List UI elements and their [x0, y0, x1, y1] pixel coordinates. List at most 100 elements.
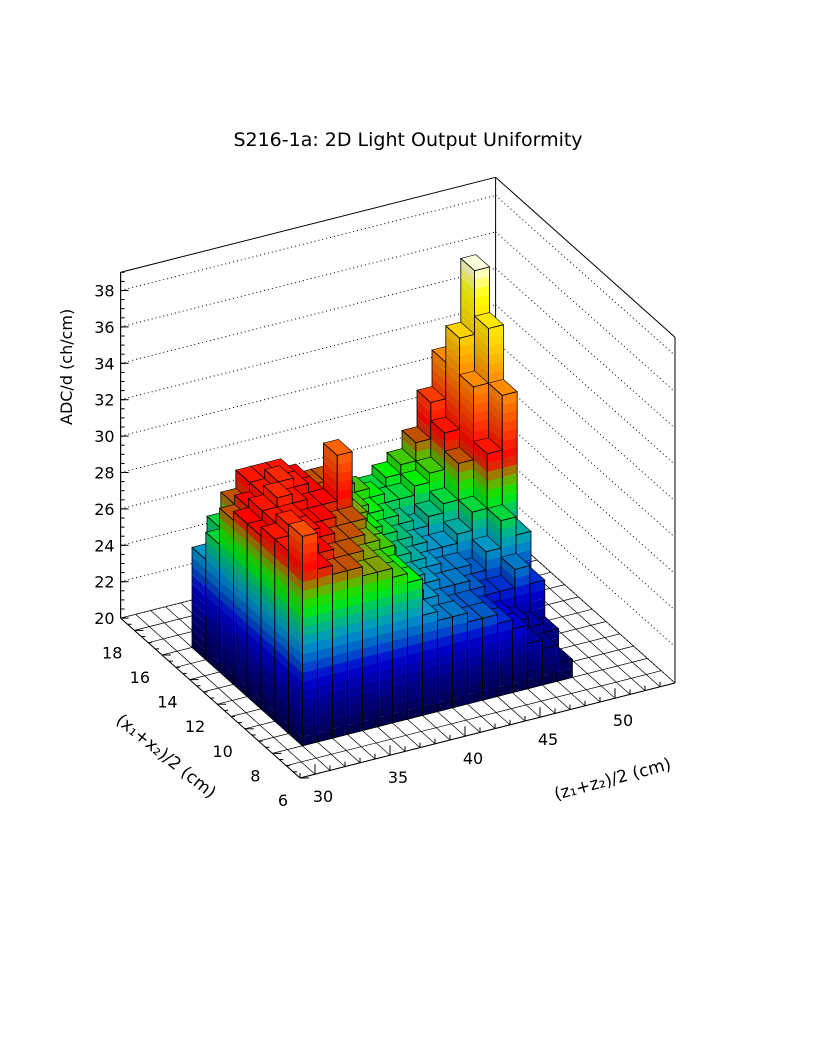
bar-face-side [387, 452, 401, 474]
bar-face-side [443, 521, 458, 544]
bar-face-front [422, 666, 438, 679]
bar-face-front [472, 517, 488, 531]
bar-face-front [512, 661, 528, 675]
bar-face-front [392, 673, 408, 687]
bar-face-front [407, 642, 423, 656]
bar-face-side [192, 583, 206, 606]
bar-face-front [362, 608, 378, 622]
z-tick-label: 32 [94, 391, 114, 410]
bar-face-side [472, 548, 486, 570]
bar-face-front [501, 535, 516, 548]
bar-face-side [247, 623, 261, 646]
bar-face-side [444, 478, 459, 500]
bar-face-side [402, 430, 416, 452]
bar-face-side [488, 401, 503, 423]
bar-face-front [377, 604, 393, 618]
bar-face-side [288, 569, 303, 592]
bar-face-side [261, 681, 275, 703]
bar-face-front [414, 491, 430, 505]
bar-face-side [487, 517, 501, 539]
bar-face-side [430, 438, 445, 461]
bar-face-side [429, 491, 444, 513]
bar-face-side [400, 473, 415, 496]
bar-face-side [205, 605, 220, 627]
bar-face-side [261, 699, 275, 722]
bar-face-side [474, 325, 489, 347]
bar-face-front [497, 674, 513, 688]
bar-face-front [467, 654, 483, 668]
bar-face-front [317, 656, 333, 670]
bar-face-front [407, 597, 423, 610]
bar-face-side [247, 578, 261, 600]
bar-face-side [459, 401, 474, 424]
bar-face-front [332, 707, 348, 720]
bar-face-front [377, 586, 393, 600]
bar-face-side [288, 697, 303, 719]
bar-face-side [459, 411, 474, 433]
bar-face-side [233, 657, 248, 679]
bar-face-front [467, 663, 483, 677]
bar-face-side [261, 663, 275, 685]
bar-face-front [302, 550, 318, 564]
bar-face-front [392, 628, 408, 642]
z-tick-label: 22 [94, 573, 114, 592]
bar-face-side [261, 563, 275, 585]
bar-face-front [377, 632, 393, 645]
bar-face-side [274, 684, 289, 707]
bar-face-side [233, 602, 248, 624]
bar-face-front [302, 605, 318, 619]
bar-face-side [205, 632, 220, 654]
bar-face-front [332, 597, 348, 611]
bar-face-side [474, 352, 489, 374]
wall-gridline [120, 304, 496, 401]
bar-face-front [302, 623, 318, 637]
bar-face-side [233, 566, 248, 588]
bar-face-side [274, 639, 289, 661]
bar-face-side [192, 547, 206, 569]
bar-face-side [261, 645, 275, 667]
bar-face-front [332, 634, 348, 648]
bar-face-side [247, 614, 261, 637]
bar-face-side [323, 461, 338, 483]
bar-face-front [407, 660, 423, 674]
bar-face-front [317, 638, 333, 651]
bar-face-front [302, 614, 318, 628]
bar-face-side [473, 468, 488, 491]
bar-face-side [192, 601, 206, 624]
bar-face-front [458, 468, 474, 482]
bar-face-front [529, 598, 545, 612]
bar-face-front [392, 637, 408, 651]
bar-face-side [417, 399, 431, 421]
bar-face-side [444, 460, 459, 482]
bar-face-side [501, 557, 515, 579]
bar-face-front [362, 699, 378, 713]
bar-face-front [501, 526, 516, 539]
bar-face-side [288, 542, 303, 564]
bar-face-front [467, 682, 483, 695]
bar-face-front [392, 591, 408, 605]
bar-face-front [488, 370, 504, 384]
bar-face-front [377, 659, 393, 673]
bar-face-side [488, 419, 503, 441]
bar-face-side [488, 383, 503, 405]
bar-face-side [445, 371, 460, 393]
bar-face-front [512, 643, 528, 657]
bar-face-side [219, 526, 234, 548]
bar-face-side [205, 532, 220, 554]
bar-face-side [205, 550, 220, 572]
bar-face-front [347, 648, 363, 662]
bar-face-front [428, 521, 444, 535]
bar-face-side [274, 584, 289, 607]
bar-face-side [274, 566, 289, 588]
frame-edge [495, 176, 676, 338]
bar-face-side [219, 617, 234, 639]
bar-face-side [288, 624, 303, 646]
bar-face-front [317, 692, 333, 706]
bar-face-front [347, 585, 363, 598]
wall-gridline [495, 304, 676, 465]
bar-face-front [502, 409, 518, 423]
bar-face-side [445, 353, 460, 375]
bar-face-front [377, 595, 393, 609]
z-tick-label: 26 [94, 500, 114, 519]
